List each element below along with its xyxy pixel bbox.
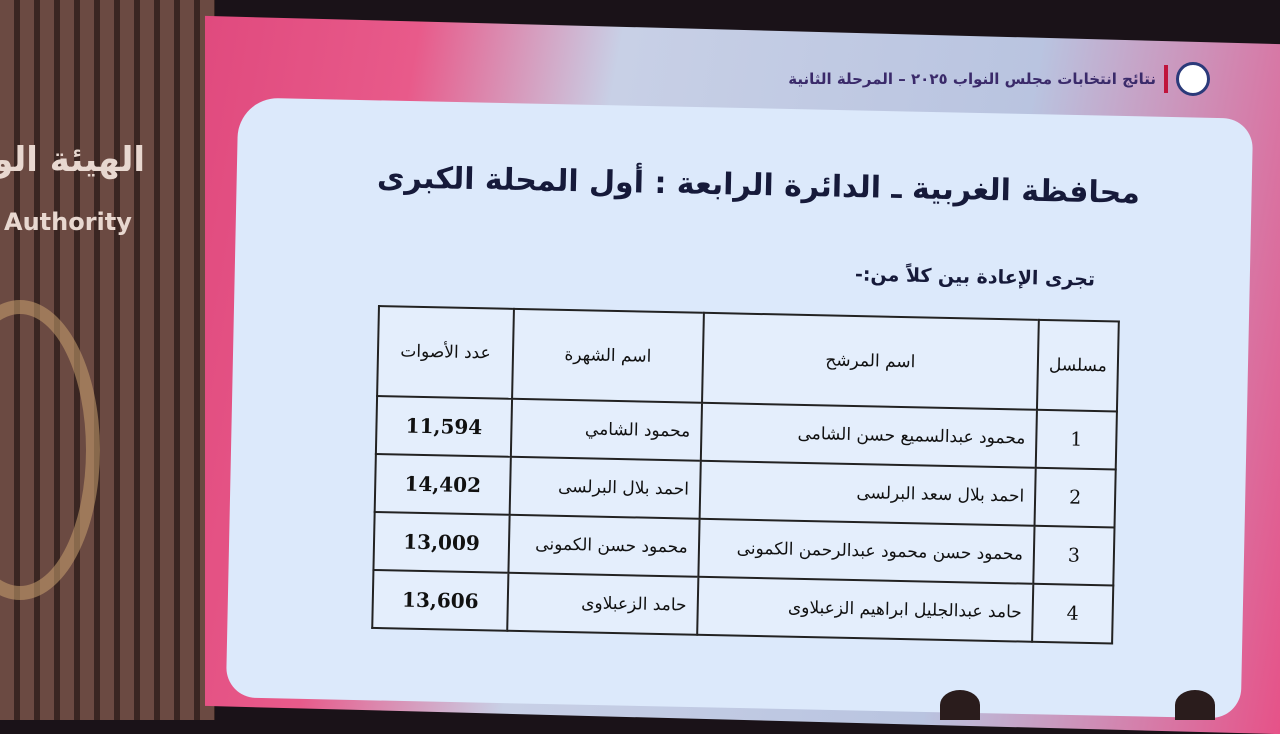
nickname-cell: احمد بلال البرلسى	[509, 456, 701, 519]
candidate-cell: احمد بلال سعد البرلسى	[699, 460, 1036, 526]
votes-cell: 13,606	[372, 569, 509, 631]
slide-header: نتائج انتخابات مجلس النواب ٢٠٢٥ – المرحل…	[788, 62, 1210, 96]
serial-cell: 2	[1034, 467, 1116, 528]
emblem-icon	[1176, 62, 1210, 96]
header-candidate: اسم المرشح	[701, 312, 1039, 410]
votes-cell: 11,594	[375, 396, 513, 457]
header-title: نتائج انتخابات مجلس النواب ٢٠٢٥ – المرحل…	[788, 70, 1156, 88]
nickname-cell: حامد الزعبلاوى	[507, 572, 699, 635]
table-header: مسلسل اسم المرشح اسم الشهرة عدد الأصوات	[377, 306, 1119, 412]
votes-cell: 14,402	[374, 453, 511, 515]
wall-sign-english: Authority	[4, 208, 132, 236]
audience-head	[940, 690, 980, 720]
header-serial: مسلسل	[1036, 319, 1119, 412]
serial-cell: 4	[1032, 583, 1114, 644]
candidate-cell: حامد عبدالجليل ابراهيم الزعبلاوى	[696, 576, 1034, 642]
votes-cell: 13,009	[373, 511, 510, 573]
serial-cell: 1	[1035, 409, 1117, 470]
divider	[1164, 65, 1168, 93]
nickname-cell: محمود حسن الكمونى	[508, 514, 700, 577]
candidate-cell: محمود حسن محمود عبدالرحمن الكمونى	[698, 518, 1035, 584]
results-table: مسلسل اسم المرشح اسم الشهرة عدد الأصوات …	[371, 305, 1120, 645]
candidate-cell: محمود عبدالسميع حسن الشامى	[700, 402, 1037, 468]
nickname-cell: محمود الشامي	[510, 398, 702, 461]
header-votes: عدد الأصوات	[377, 306, 514, 399]
header-nickname: اسم الشهرة	[512, 308, 704, 403]
serial-cell: 3	[1033, 525, 1115, 586]
wall-sign-arabic: الهيئة الو	[0, 140, 145, 180]
audience-head	[1175, 690, 1215, 720]
